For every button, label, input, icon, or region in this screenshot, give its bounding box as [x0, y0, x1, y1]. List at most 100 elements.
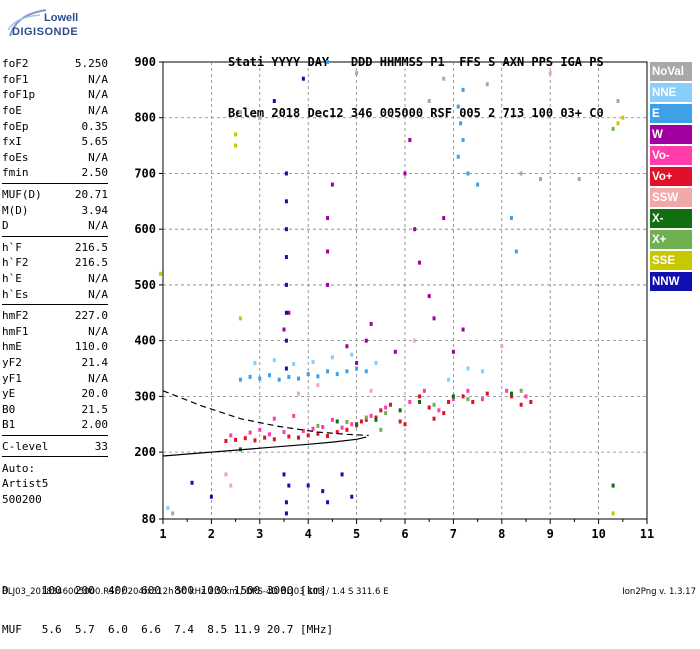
- param-value: 20.71: [74, 188, 108, 202]
- legend-item: NNW: [650, 272, 692, 291]
- x-tick-label: 2: [208, 527, 215, 541]
- legend-item: SSW: [650, 188, 692, 207]
- echo-point: [287, 483, 291, 488]
- legend-item: W: [650, 125, 692, 144]
- x-tick-label: 6: [401, 527, 408, 541]
- echo-point: [171, 511, 175, 516]
- echo-point: [321, 489, 325, 494]
- echo-point: [292, 413, 296, 418]
- param-row: B1 2.00: [2, 417, 108, 433]
- echo-point: [456, 154, 460, 159]
- echo-point: [418, 260, 422, 265]
- echo-point: [345, 369, 349, 374]
- echo-point: [466, 397, 470, 402]
- echo-point: [301, 76, 305, 81]
- echo-point: [316, 431, 320, 436]
- param-value: 33: [94, 439, 108, 453]
- logo-line2: DIGISONDE: [12, 26, 79, 38]
- echo-point: [621, 115, 625, 120]
- echo-point: [306, 483, 310, 488]
- legend-item: NoVal: [650, 62, 692, 81]
- param-value: 21.4: [81, 355, 109, 369]
- lowell-digisonde-logo: Lowell DIGISONDE: [6, 6, 78, 50]
- param-name: yE: [2, 387, 16, 401]
- echo-point: [364, 338, 368, 343]
- echo-point: [403, 171, 407, 176]
- echo-point: [461, 138, 465, 143]
- echo-point: [418, 399, 422, 404]
- echo-point: [519, 171, 523, 176]
- muf-row: MUF 5.6 5.7 6.0 6.6 7.4 8.5 11.9 20.7 [M…: [2, 623, 334, 636]
- echo-point: [500, 344, 504, 349]
- echo-point: [326, 500, 330, 505]
- echo-point: [403, 422, 407, 427]
- version-label: Ion2Png v. 1.3.17: [622, 587, 696, 597]
- echo-point: [529, 399, 533, 404]
- param-value: 21.5: [81, 402, 109, 416]
- echo-point: [321, 425, 325, 430]
- echo-point: [326, 60, 330, 64]
- param-row: MUF(D) 20.71: [2, 187, 108, 203]
- echo-point: [519, 402, 523, 407]
- echo-point: [611, 483, 615, 488]
- param-row: h`F 216.5: [2, 240, 108, 256]
- echo-point: [340, 472, 344, 477]
- echo-point: [350, 422, 354, 427]
- echo-point: [166, 505, 170, 510]
- echo-point: [442, 76, 446, 81]
- param-row: foF1p N/A: [2, 87, 108, 103]
- echo-point: [451, 349, 455, 354]
- echo-point: [364, 415, 368, 420]
- distance-row: D 100 200 400 600 800 1000 1500 3000 [km…: [2, 584, 327, 597]
- param-value: 227.0: [74, 309, 108, 323]
- echo-point: [369, 413, 373, 418]
- echo-point: [384, 411, 388, 416]
- legend-item: NNE: [650, 83, 692, 102]
- param-row: yF1 N/A: [2, 370, 108, 386]
- param-name: 500200: [2, 492, 42, 506]
- echo-point: [611, 126, 615, 131]
- y-tick-label: 900: [134, 55, 156, 69]
- param-name: yF2: [2, 355, 22, 369]
- param-row: 500200: [2, 491, 108, 507]
- param-separator: [2, 456, 108, 458]
- echo-point: [306, 372, 310, 377]
- param-name: B0: [2, 402, 16, 416]
- file-info: BLJ03_2018346005000.RSF / 204fx512h 50 k…: [2, 587, 389, 597]
- echo-point: [577, 177, 581, 182]
- echo-point: [393, 349, 397, 354]
- echo-point: [345, 420, 349, 425]
- echo-point: [335, 430, 339, 435]
- echo-point: [159, 271, 163, 276]
- param-name: M(D): [2, 203, 29, 217]
- echo-point: [355, 360, 359, 365]
- echo-point: [514, 249, 518, 254]
- param-value: 2.00: [81, 418, 109, 432]
- y-tick-label: 80: [142, 512, 156, 526]
- echo-point: [413, 227, 417, 232]
- echo-point: [326, 282, 330, 287]
- param-row: hmF2 227.0: [2, 308, 108, 324]
- echo-point: [282, 472, 286, 477]
- param-separator: [2, 434, 108, 436]
- echo-point: [267, 373, 271, 378]
- echo-point: [284, 282, 288, 287]
- logo-line1: Lowell: [44, 12, 79, 24]
- param-name: fxI: [2, 135, 22, 149]
- param-name: h`Es: [2, 287, 29, 301]
- echo-point: [398, 419, 402, 424]
- echo-point: [234, 132, 238, 137]
- echo-point: [234, 437, 238, 442]
- param-value: N/A: [88, 72, 108, 86]
- echo-point: [345, 344, 349, 349]
- echo-point: [272, 437, 276, 442]
- echo-point: [326, 216, 330, 221]
- param-row: Auto:: [2, 460, 108, 476]
- x-tick-label: 4: [305, 527, 312, 541]
- param-value: N/A: [88, 287, 108, 301]
- y-tick-label: 800: [134, 111, 156, 125]
- param-value: 5.65: [81, 135, 109, 149]
- x-tick-label: 8: [498, 527, 505, 541]
- echo-point: [442, 411, 446, 416]
- echo-point: [437, 408, 441, 413]
